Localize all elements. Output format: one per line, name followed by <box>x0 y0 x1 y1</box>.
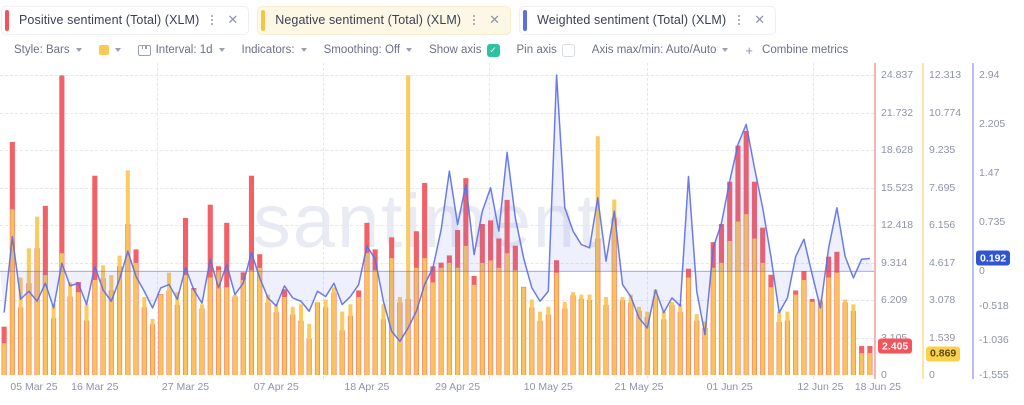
axis-tick-label: 10.774 <box>929 106 962 119</box>
axis-tick-label: 7.695 <box>929 181 956 194</box>
metric-tab-negative-sentiment[interactable]: Negative sentiment (Total) (XLM) ✕ <box>258 6 511 34</box>
kebab-menu-icon[interactable] <box>468 12 480 28</box>
axis-tick-label: 0 <box>929 369 935 381</box>
show-axis-label: Show axis <box>429 44 482 56</box>
color-selector[interactable] <box>98 45 121 55</box>
time-axis-tick-label: 18 Jun 25 <box>854 381 901 393</box>
time-axis-tick-label: 01 Jun 25 <box>706 381 753 393</box>
time-axis-tick-label: 18 Apr 25 <box>344 381 390 393</box>
close-icon[interactable]: ✕ <box>489 11 501 27</box>
checkbox-checked-icon[interactable]: ✓ <box>486 43 500 57</box>
axis-tick-label: 2.205 <box>979 118 1006 131</box>
pin-axis-toggle[interactable]: Pin axis <box>516 43 575 57</box>
axis-current-value-badge: 0.192 <box>976 250 1011 266</box>
chart-area[interactable]: santiment 24.837 21.732 18.628 15.523 12.418… <box>0 63 1024 405</box>
smoothing-label: Smoothing: Off <box>323 44 401 56</box>
time-axis-tick-label: 10 May 25 <box>523 381 573 393</box>
axis-tick-label: -1.555 <box>979 369 1009 381</box>
interval-selector[interactable]: Interval: 1d <box>137 44 225 56</box>
plot-canvas[interactable]: santiment <box>0 63 874 379</box>
close-icon[interactable]: ✕ <box>227 11 239 27</box>
axis-tick-label: 9.235 <box>929 144 956 156</box>
time-axis-tick-label: 21 May 25 <box>614 381 664 393</box>
axis-tick-label: 0 <box>881 369 887 381</box>
time-axis: 05 Mar 25 16 Mar 25 27 Mar 25 07 Apr 25 18 A… <box>0 379 1024 399</box>
axis-tick-label: 1.539 <box>929 331 956 344</box>
time-axis-tick-label: 16 Mar 25 <box>71 381 119 393</box>
metric-tab-label: Positive sentiment (Total) (XLM) <box>19 13 200 27</box>
metric-tab-weighted-sentiment[interactable]: Weighted sentiment (Total) (XLM) ✕ <box>520 6 776 34</box>
axis-tick-label: 18.628 <box>881 144 914 156</box>
pin-axis-label: Pin axis <box>516 44 557 56</box>
axis-tick-label: 3.078 <box>929 294 956 306</box>
axis-tick-label: 24.837 <box>881 69 914 81</box>
axis-tick-label: 12.313 <box>929 69 962 81</box>
chart-series-svg <box>0 74 874 375</box>
value-axis-yellow[interactable]: 12.313 10.774 9.235 7.695 6.156 4.617 3.078 1.5… <box>922 63 968 381</box>
color-swatch-icon <box>98 45 109 55</box>
metric-color-accent-yellow <box>261 9 266 31</box>
close-icon[interactable]: ✕ <box>754 11 766 27</box>
axis-tick-label: 15.523 <box>881 181 914 194</box>
indicators-selector[interactable]: Indicators: <box>242 44 307 56</box>
value-axis-red[interactable]: 24.837 21.732 18.628 15.523 12.418 9.314 6.209… <box>874 63 920 381</box>
axis-spine <box>922 63 924 379</box>
metric-tab-positive-sentiment[interactable]: Positive sentiment (Total) (XLM) ✕ <box>2 6 249 34</box>
metric-color-accent-red <box>5 9 9 31</box>
smoothing-selector[interactable]: Smoothing: Off <box>324 44 413 56</box>
axis-tick-label: 4.617 <box>929 256 956 269</box>
chevron-down-icon <box>75 48 82 52</box>
kebab-menu-icon[interactable] <box>206 12 218 28</box>
chevron-down-icon <box>218 48 225 52</box>
axis-tick-label: 9.314 <box>881 256 908 269</box>
chevron-down-icon <box>406 48 413 52</box>
axis-tick-label: 6.156 <box>929 219 956 231</box>
indicators-label: Indicators: <box>241 44 295 56</box>
checkbox-unchecked-icon[interactable] <box>561 43 575 57</box>
time-axis-tick-label: 12 Jun 25 <box>797 381 844 393</box>
kebab-menu-icon[interactable] <box>733 12 745 28</box>
chevron-down-icon <box>300 48 307 52</box>
axis-tick-label: 0.735 <box>979 216 1006 229</box>
metric-tab-bar: Positive sentiment (Total) (XLM) ✕ Negat… <box>0 0 1024 37</box>
plus-icon: + <box>745 42 754 58</box>
time-axis-tick-label: 29 Apr 25 <box>435 381 481 393</box>
metric-tab-label: Weighted sentiment (Total) (XLM) <box>537 13 727 27</box>
axis-tick-label: 12.418 <box>881 219 914 231</box>
axis-spine <box>972 63 974 379</box>
chart-toolbar: Style: Bars Interval: 1d Indicators: Smo… <box>0 37 1024 63</box>
right-value-axes: 24.837 21.732 18.628 15.523 12.418 9.314 6.209… <box>874 63 1024 381</box>
axis-minmax-label: Axis max/min: Auto/Auto <box>591 44 717 56</box>
axis-tick-label: 6.209 <box>881 294 908 306</box>
axis-current-value-badge: 2.405 <box>878 338 913 354</box>
style-selector[interactable]: Style: Bars <box>14 44 82 56</box>
axis-tick-label: 21.732 <box>881 106 914 119</box>
axis-tick-label: -0.518 <box>979 299 1009 312</box>
value-axis-blue[interactable]: 2.94 2.205 1.47 0.735 0 -0.518 -1.036 -1.555 0.1… <box>972 63 1018 381</box>
metric-color-accent-blue <box>523 9 528 31</box>
axis-tick-label: 2.94 <box>979 69 1000 81</box>
show-axis-toggle[interactable]: Show axis ✓ <box>429 43 500 57</box>
style-label: Style: Bars <box>14 44 70 56</box>
axis-tick-label: -1.036 <box>979 334 1009 347</box>
calendar-icon <box>137 44 151 56</box>
interval-label: Interval: 1d <box>155 44 213 56</box>
time-axis-tick-label: 27 Mar 25 <box>161 381 210 393</box>
axis-current-value-badge: 0.869 <box>926 346 961 362</box>
time-axis-tick-label: 07 Apr 25 <box>253 381 299 393</box>
metric-tab-label: Negative sentiment (Total) (XLM) <box>275 13 462 27</box>
combine-metrics-button[interactable]: + Combine metrics <box>745 44 848 57</box>
axis-tick-label: 1.47 <box>979 167 1000 180</box>
time-axis-tick-label: 05 Mar 25 <box>10 381 58 393</box>
axis-minmax-selector[interactable]: Axis max/min: Auto/Auto <box>592 44 729 56</box>
chevron-down-icon <box>722 48 729 52</box>
axis-spine <box>874 63 876 379</box>
chevron-down-icon <box>114 48 121 52</box>
combine-metrics-label: Combine metrics <box>762 44 849 56</box>
axis-tick-label: 0 <box>979 265 985 278</box>
